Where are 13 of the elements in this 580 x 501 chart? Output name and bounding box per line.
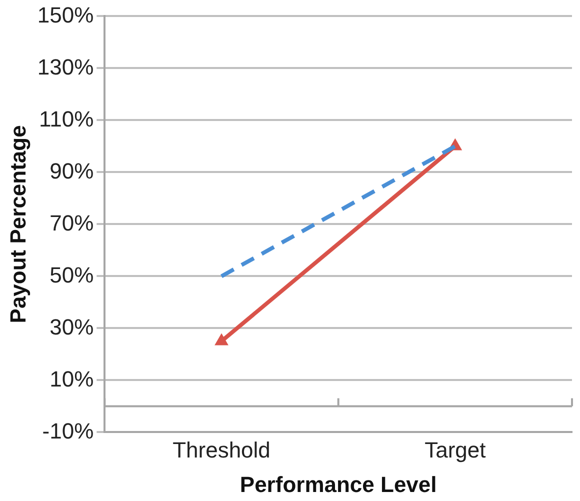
x-axis-title: Performance Level xyxy=(240,472,437,497)
y-tick-label: 90% xyxy=(50,158,94,184)
y-axis-title: Payout Percentage xyxy=(5,125,30,324)
y-tick-label: 110% xyxy=(39,106,94,132)
y-tick-label: 70% xyxy=(50,210,94,236)
x-tick-label: Target xyxy=(424,437,486,462)
y-tick-label: 10% xyxy=(50,366,94,392)
y-tick-label: 50% xyxy=(50,262,94,288)
y-tick-label: -10% xyxy=(42,418,94,444)
y-tick-label: 30% xyxy=(50,314,94,340)
y-tick-label: 130% xyxy=(37,54,94,80)
y-tick-label: 150% xyxy=(37,2,94,28)
x-tick-label: Threshold xyxy=(172,437,270,462)
